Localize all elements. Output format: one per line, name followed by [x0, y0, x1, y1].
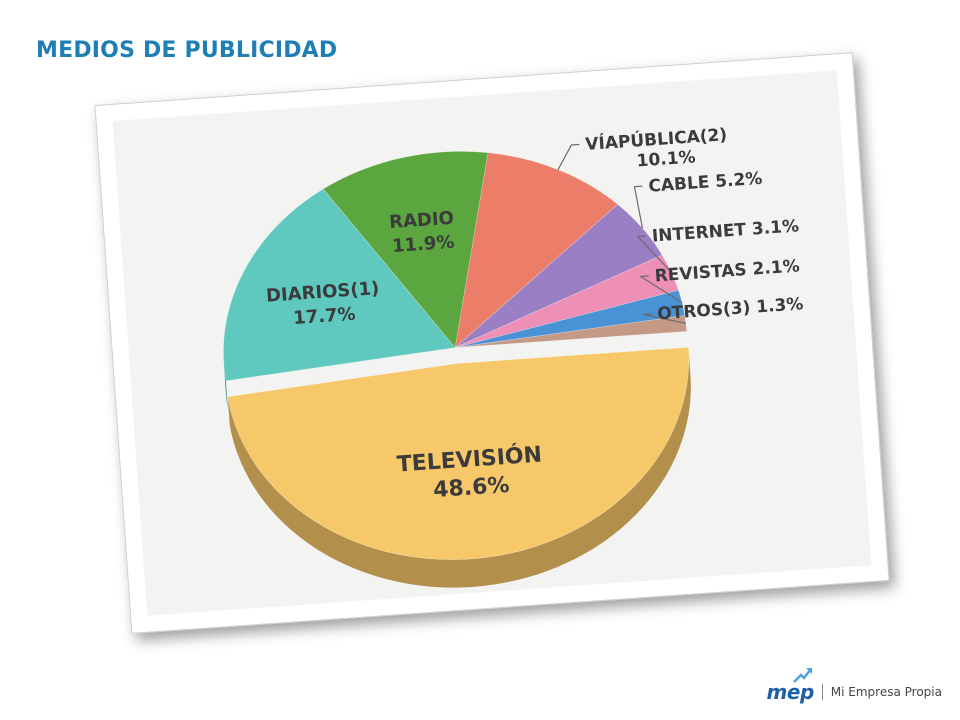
leader-line-cable	[633, 185, 644, 229]
slice-label-revistas: REVISTAS 2.1%	[654, 256, 800, 286]
slice-value-diarios-1: 17.7%	[292, 304, 356, 329]
logo-text: Mi Empresa Propia	[830, 685, 942, 699]
pie-top-layer	[223, 151, 690, 560]
chart-photo-inner: TELEVISIÓN 48.6% DIARIOS(1) 17.7% RADIO 11.9%…	[112, 70, 872, 616]
pie-label-layer: TELEVISIÓN48.6%DIARIOS(1)17.7%RADIO11.9%…	[265, 123, 804, 503]
logo-separator	[821, 684, 823, 700]
slice-label-text-internet: INTERNET	[651, 220, 752, 247]
pie-chart: TELEVISIÓN48.6%DIARIOS(1)17.7%RADIO11.9%…	[223, 123, 804, 588]
pie-depth-diarios-1	[223, 363, 228, 409]
chart-photo: TELEVISIÓN 48.6% DIARIOS(1) 17.7% RADIO 11.9%…	[94, 52, 890, 634]
slice-label-text-revistas: REVISTAS	[654, 260, 753, 287]
page-title: MEDIOS DE PUBLICIDAD	[36, 38, 338, 63]
brand-logo: mep Mi Empresa Propia	[767, 668, 942, 704]
slice-value-cable: 5.2%	[715, 169, 763, 192]
leader-line-viapublica-2	[557, 143, 580, 171]
leader-line-revistas	[638, 275, 683, 304]
slice-label-internet: INTERNET 3.1%	[651, 216, 799, 246]
slice-value-television: 48.6%	[432, 473, 510, 503]
slice-value-radio: 11.9%	[391, 232, 455, 257]
pie-slice-diarios-1	[223, 188, 456, 382]
slice-label-radio: RADIO	[389, 208, 455, 233]
slice-value-internet: 3.1%	[751, 216, 799, 239]
slice-label-cable: CABLE 5.2%	[648, 169, 763, 197]
pie-slice-television	[227, 346, 690, 560]
slice-label-text-cable: CABLE	[648, 172, 716, 197]
leader-line-otros-3	[643, 313, 687, 325]
logo-mark: mep	[767, 668, 814, 704]
pie-depth-layer	[223, 347, 691, 588]
leader-line-internet	[636, 235, 672, 273]
slice-value-revistas: 2.1%	[752, 256, 800, 279]
pie-slice-radio	[322, 151, 489, 349]
slice-value-otros-3: 1.3%	[756, 294, 804, 317]
pie-leader-layer	[557, 143, 687, 325]
rising-arrow-icon	[792, 668, 812, 683]
slice-value-viapublica-2: 10.1%	[636, 147, 696, 171]
